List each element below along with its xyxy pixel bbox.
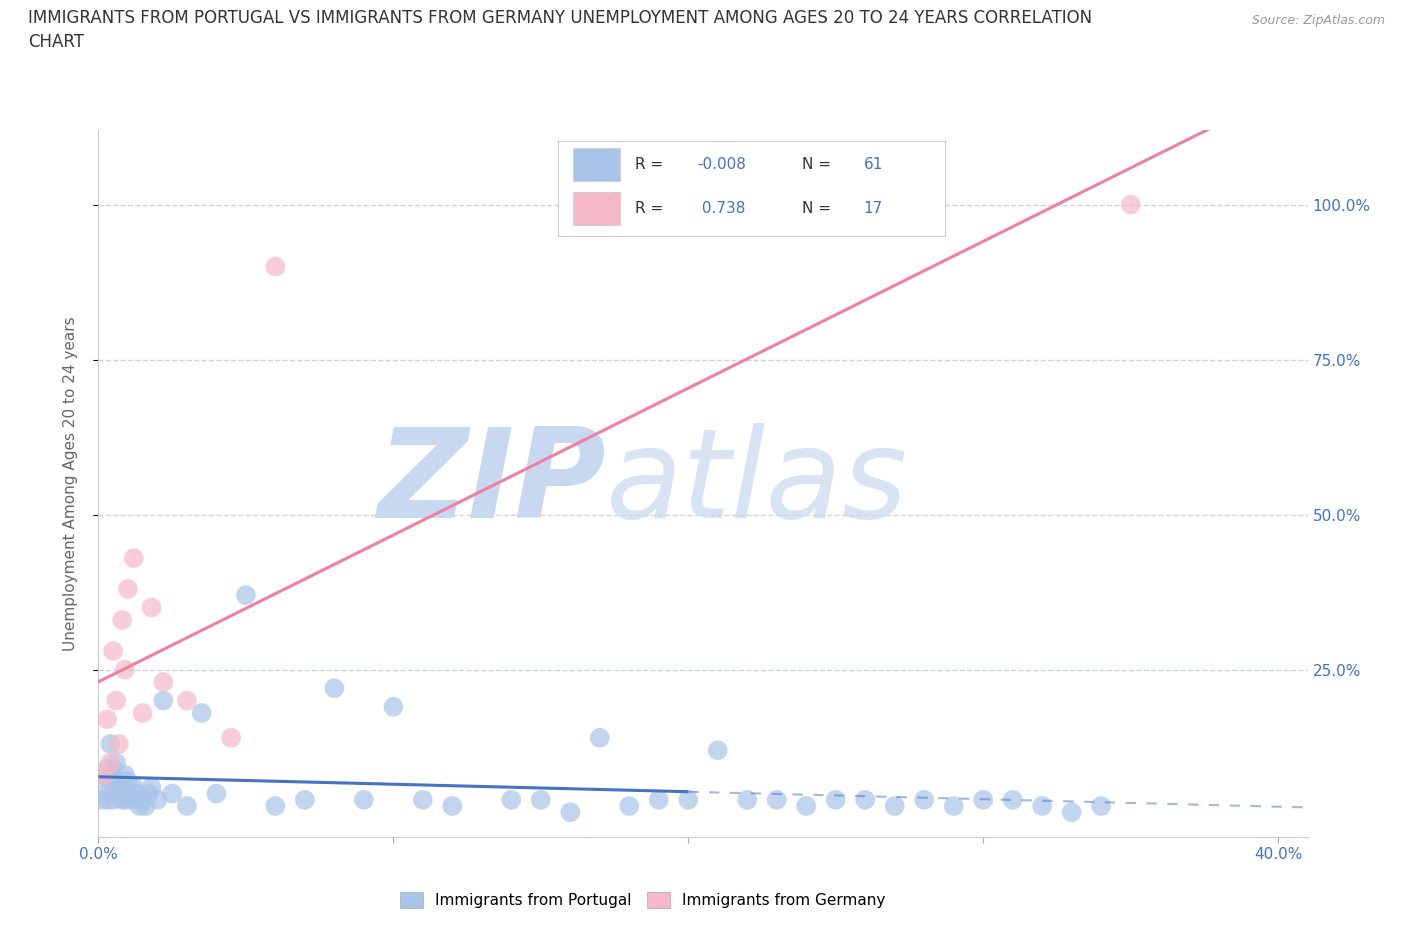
Point (128, 799, 150, 814)
Point (972, 792, 994, 807)
Point (824, 792, 846, 807)
Point (141, 600, 163, 615)
Point (530, 792, 553, 807)
Point (1090, 799, 1112, 814)
Text: ZIP: ZIP (378, 423, 606, 544)
Point (105, 780, 128, 795)
Point (353, 792, 375, 807)
Text: CHART: CHART (28, 33, 84, 51)
Point (219, 730, 242, 745)
Point (942, 799, 965, 814)
Point (93, 780, 115, 795)
Point (135, 799, 157, 814)
Point (122, 780, 145, 795)
Y-axis label: Unemployment Among Ages 20 to 24 years: Unemployment Among Ages 20 to 24 years (63, 316, 77, 651)
Point (98, 755, 121, 770)
Point (96, 711, 118, 726)
Point (501, 792, 523, 807)
Point (105, 693, 128, 708)
Point (152, 674, 174, 689)
Text: Source: ZipAtlas.com: Source: ZipAtlas.com (1251, 14, 1385, 27)
Point (117, 581, 139, 596)
Point (111, 780, 134, 795)
Point (90, 792, 112, 807)
Point (560, 804, 582, 819)
Text: atlas: atlas (606, 423, 908, 544)
Point (648, 792, 671, 807)
Point (122, 551, 145, 565)
Point (235, 588, 257, 603)
Point (1119, 197, 1142, 212)
Point (412, 792, 434, 807)
Point (131, 706, 153, 721)
Point (101, 762, 124, 777)
Point (98, 737, 121, 751)
Point (93, 767, 115, 782)
Point (294, 792, 316, 807)
Point (101, 644, 124, 658)
Legend: Immigrants from Portugal, Immigrants from Germany: Immigrants from Portugal, Immigrants fro… (394, 886, 891, 914)
Point (706, 743, 728, 758)
Point (883, 799, 905, 814)
Point (108, 774, 131, 789)
Point (101, 792, 124, 807)
Point (114, 792, 136, 807)
Point (264, 259, 287, 274)
Point (589, 730, 612, 745)
Point (1060, 804, 1083, 819)
Point (176, 799, 198, 814)
Point (176, 693, 198, 708)
Point (111, 792, 134, 807)
Point (323, 681, 346, 696)
Point (1001, 792, 1024, 807)
Point (117, 774, 139, 789)
Point (794, 799, 817, 814)
Point (138, 786, 160, 801)
Point (125, 786, 148, 801)
Point (96, 792, 118, 807)
Point (735, 792, 758, 807)
Point (382, 699, 405, 714)
Point (108, 737, 131, 751)
Point (131, 792, 153, 807)
Point (765, 792, 787, 807)
Point (114, 767, 136, 782)
Point (114, 662, 136, 677)
Point (120, 792, 142, 807)
Point (1031, 799, 1053, 814)
Point (141, 780, 163, 795)
Point (912, 792, 935, 807)
Point (205, 786, 228, 801)
Point (98, 774, 121, 789)
Point (678, 792, 700, 807)
Point (619, 799, 641, 814)
Point (441, 799, 464, 814)
Text: IMMIGRANTS FROM PORTUGAL VS IMMIGRANTS FROM GERMANY UNEMPLOYMENT AMONG AGES 20 T: IMMIGRANTS FROM PORTUGAL VS IMMIGRANTS F… (28, 9, 1092, 27)
Point (146, 792, 169, 807)
Point (264, 799, 287, 814)
Point (160, 786, 183, 801)
Point (152, 693, 174, 708)
Point (117, 786, 139, 801)
Point (190, 706, 212, 721)
Point (108, 786, 131, 801)
Point (111, 613, 134, 628)
Point (96, 762, 118, 777)
Point (105, 755, 128, 770)
Point (853, 792, 876, 807)
